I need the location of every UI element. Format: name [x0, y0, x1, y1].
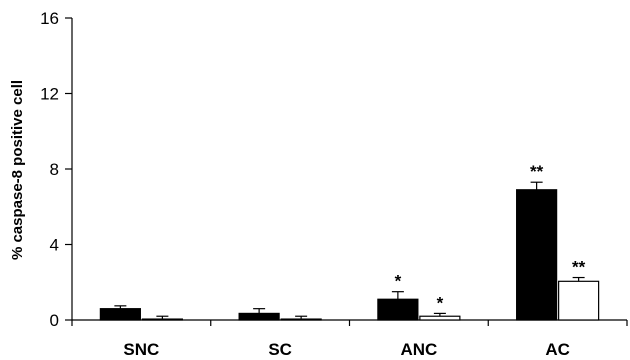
bar — [280, 318, 322, 321]
bar — [419, 315, 461, 321]
x-category-label: ANC — [400, 340, 437, 359]
x-category-label: AC — [545, 340, 570, 359]
significance-label: * — [437, 293, 444, 312]
y-axis-label: % caspase-8 positive cell — [9, 80, 26, 260]
y-tick-label: 16 — [40, 9, 59, 28]
bar — [377, 298, 419, 321]
y-axis: 0 4 8 12 16 — [40, 9, 73, 330]
significance-label: ** — [572, 258, 586, 277]
x-category-label: SNC — [123, 340, 159, 359]
bars: ****** — [99, 162, 600, 321]
y-tick-label: 4 — [50, 236, 59, 255]
x-axis: SNC SC ANC AC — [71, 319, 628, 359]
significance-label: ** — [530, 162, 544, 181]
bar — [141, 318, 183, 321]
bar — [238, 312, 280, 321]
y-tick-label: 12 — [40, 85, 59, 104]
y-tick-label: 8 — [50, 160, 59, 179]
bar — [516, 189, 558, 321]
bar — [99, 308, 141, 321]
significance-label: * — [395, 272, 402, 291]
y-tick-label: 0 — [50, 311, 59, 330]
x-category-label: SC — [268, 340, 292, 359]
bar — [558, 280, 600, 321]
